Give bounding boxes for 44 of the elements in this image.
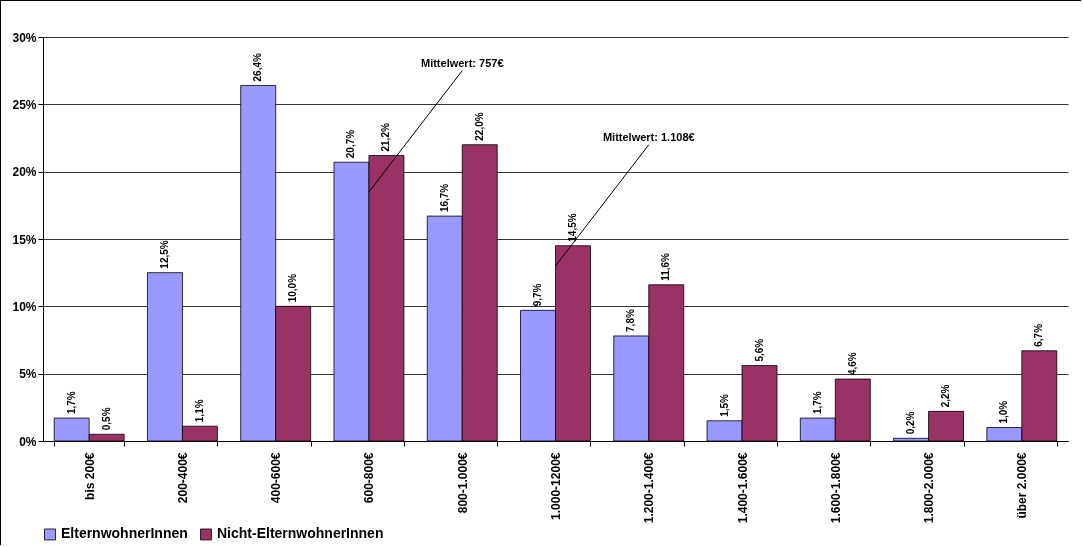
annotation: Mittelwert: 1.108€	[602, 130, 695, 143]
y-tick-label: 10%	[12, 299, 37, 314]
data-label: 12,5%	[158, 240, 170, 269]
data-label: 20,7%	[345, 129, 357, 159]
data-label: 0,5%	[100, 407, 112, 431]
data-label: 9,7%	[532, 283, 544, 307]
y-tick-label: 20%	[12, 165, 37, 180]
data-label: 1,5%	[718, 393, 730, 417]
data-label: 0,2%	[905, 411, 917, 435]
data-label: 7,8%	[625, 309, 637, 332]
data-label: 26,4%	[252, 53, 264, 82]
data-label: 2,2%	[940, 384, 952, 408]
x-tick-label: 1.400-1.600€	[735, 452, 750, 524]
x-tick-label: 800-1.000€	[455, 452, 470, 514]
data-label: 1,7%	[811, 391, 823, 415]
x-tick-label: 1.000-1200€	[549, 452, 563, 520]
data-label: 21,2%	[380, 123, 392, 152]
data-label: 14,5%	[566, 213, 578, 242]
y-tick-label: 25%	[12, 97, 37, 112]
data-label: 5,6%	[753, 338, 765, 362]
data-label: 6,7%	[1033, 323, 1045, 347]
x-tick-label: 1.200-1.400€	[642, 452, 657, 524]
data-label: 22,0%	[473, 112, 485, 141]
y-tick-label: 5%	[19, 367, 37, 382]
x-tick-label: 1.600-1.800€	[828, 452, 843, 524]
y-tick-label: 30%	[12, 30, 37, 45]
legend-label: ElternwohnerInnen	[61, 525, 188, 542]
x-tick-label: 600-800€	[362, 452, 377, 504]
annotation: Mittelwert: 757€	[420, 56, 504, 69]
data-label: 4,6%	[846, 352, 858, 376]
y-tick-label: 15%	[12, 232, 37, 247]
x-tick-label: 400-600€	[269, 452, 284, 504]
data-label: 10,0%	[287, 273, 299, 303]
x-tick-label: über 2.000€	[1015, 452, 1030, 519]
x-tick-label: 200-400€	[175, 452, 190, 504]
data-label: 11,6%	[660, 252, 672, 281]
data-label: 1,1%	[193, 399, 205, 423]
y-tick-label: 0%	[19, 434, 37, 449]
x-tick-label: 1.800-2.000€	[922, 452, 937, 524]
data-label: 1,7%	[65, 391, 77, 415]
data-label: 1,0%	[998, 400, 1010, 424]
data-label: 16,7%	[438, 183, 450, 213]
legend-label: Nicht-ElternwohnerInnen	[217, 525, 384, 542]
x-tick-label: bis 200€	[82, 452, 97, 500]
